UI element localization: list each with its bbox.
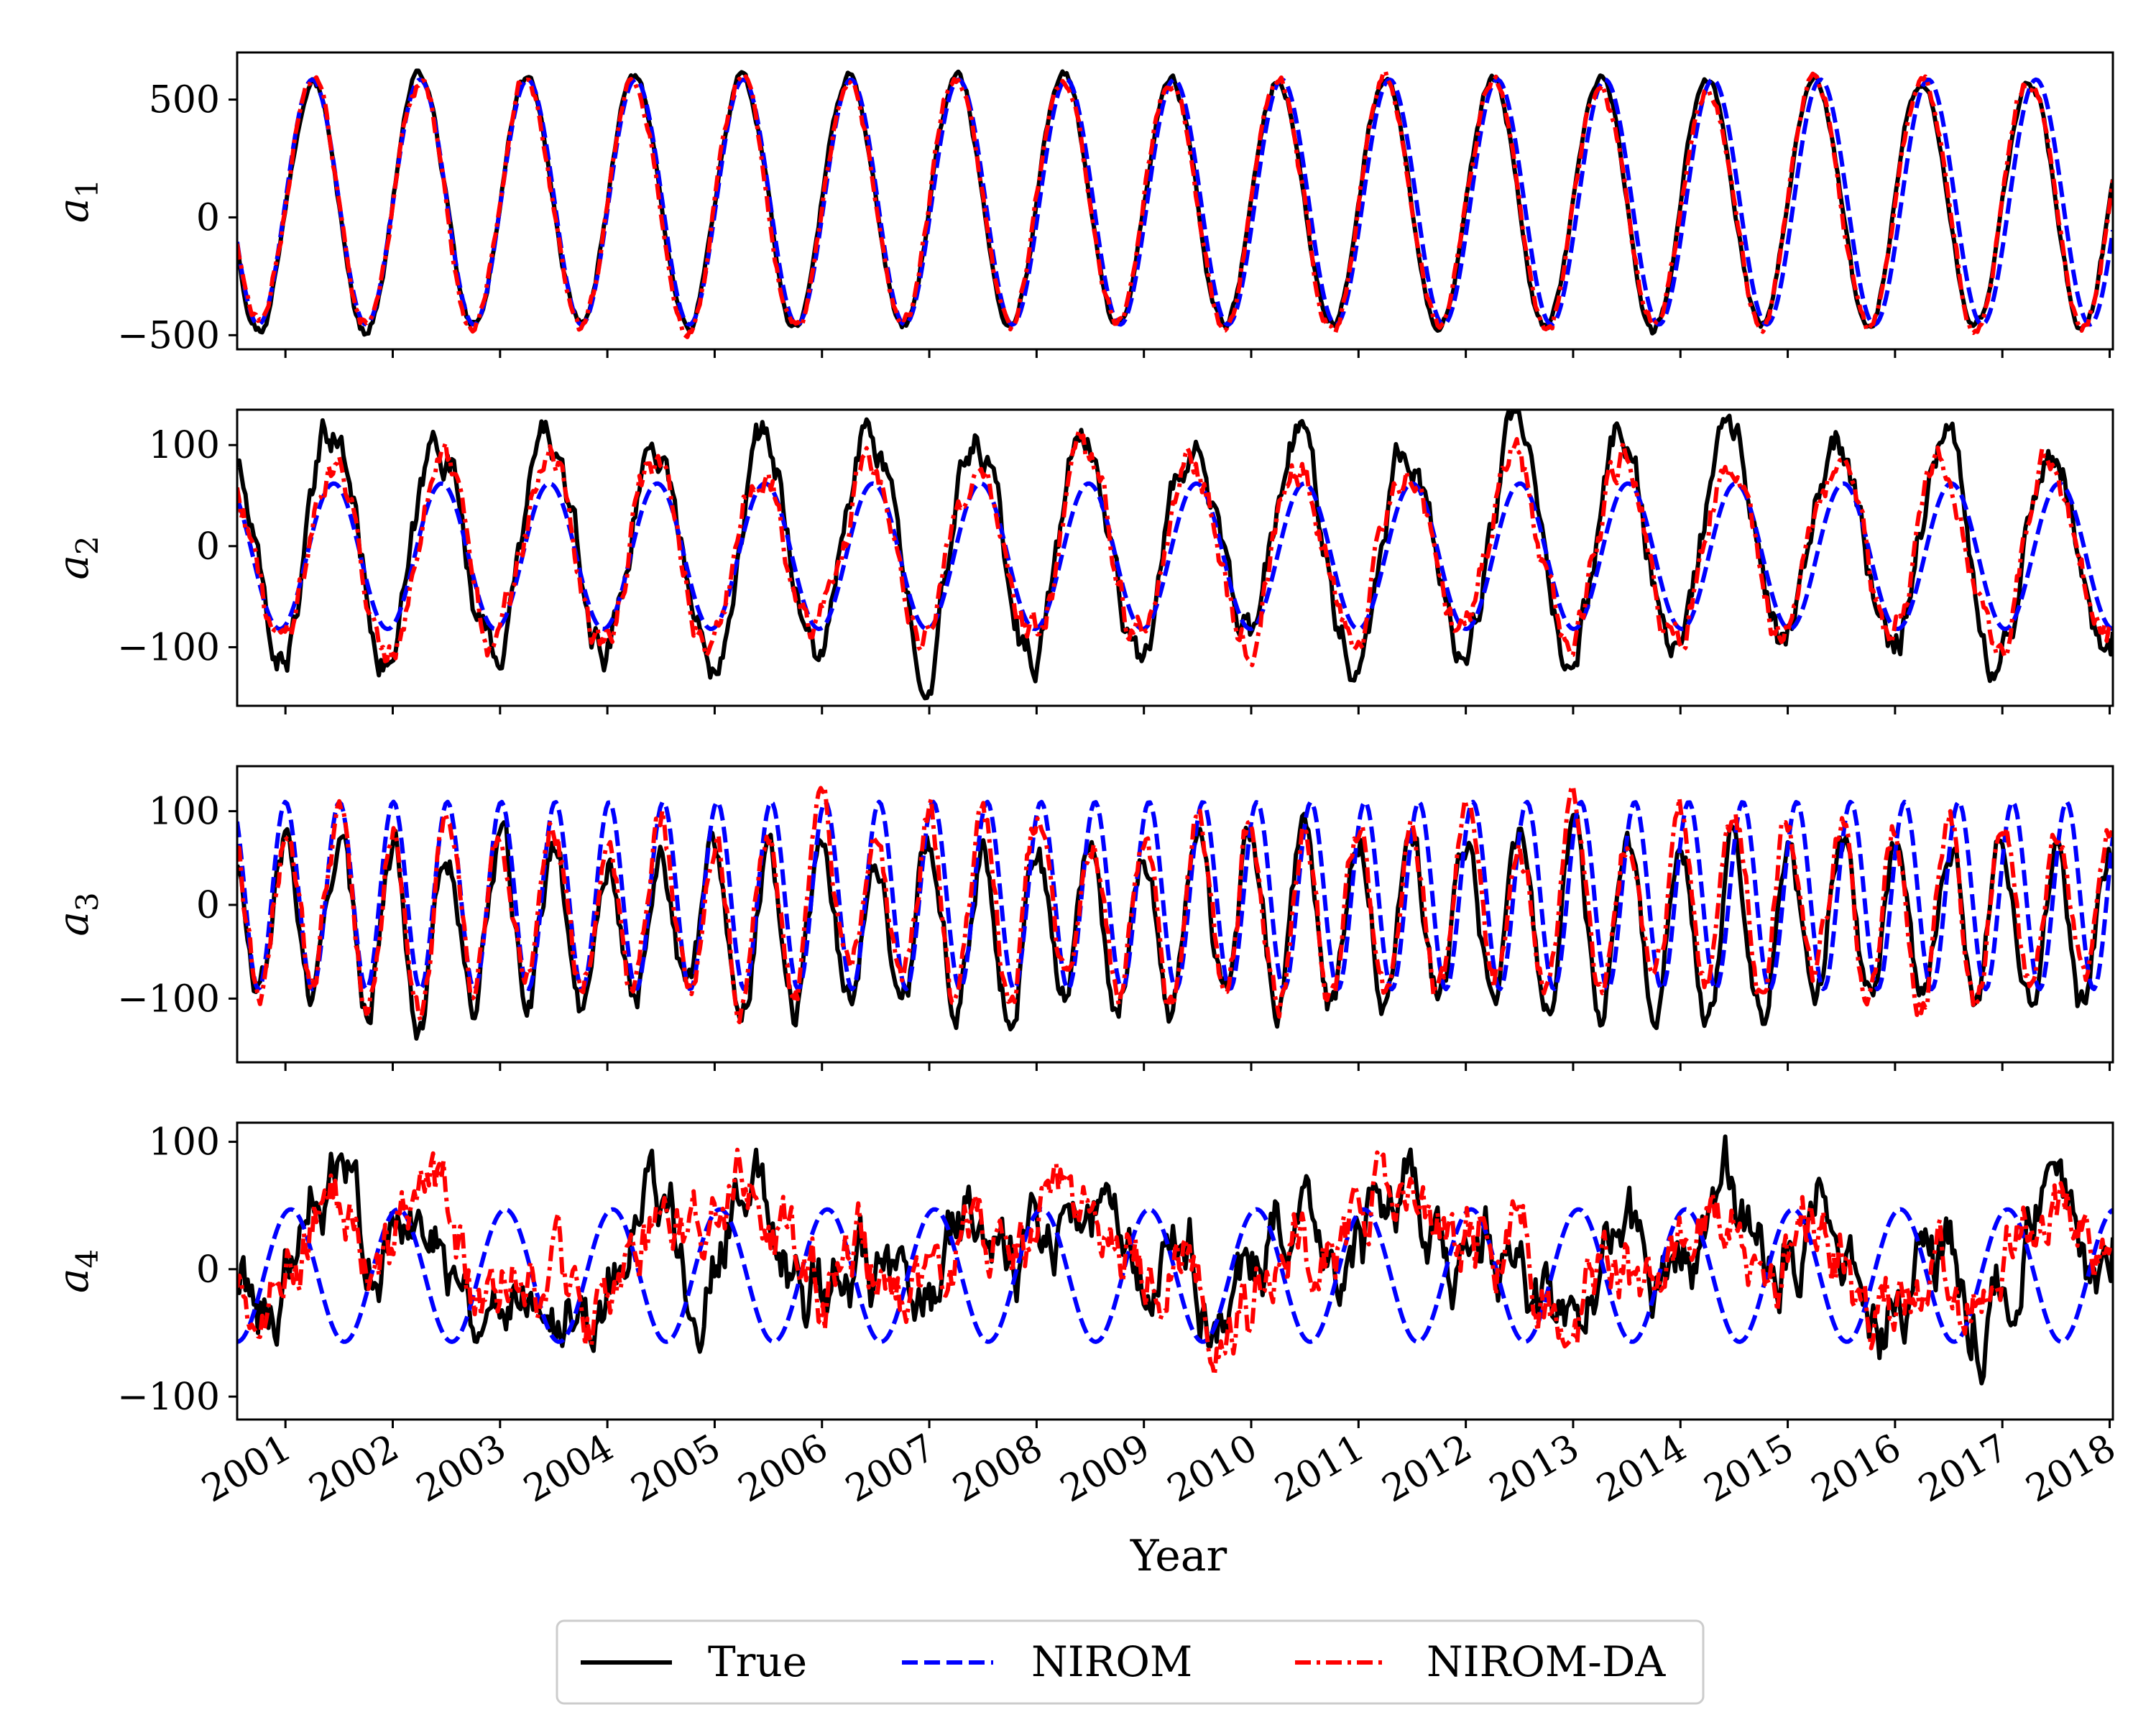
series-line-nirom bbox=[237, 77, 2113, 327]
y-tick-label: −100 bbox=[117, 626, 220, 669]
panel-3: −100 0 100 a3 bbox=[49, 765, 2114, 1071]
panel-1: −500 0 500 a1 bbox=[49, 51, 2114, 358]
x-tick-label: 2002 bbox=[302, 1426, 406, 1511]
series-line-nirom-da bbox=[237, 783, 2113, 1025]
x-tick-label: 2012 bbox=[1376, 1426, 1480, 1511]
y-axis-label: a2 bbox=[49, 535, 105, 579]
legend-label-nirom-da: NIROM-DA bbox=[1427, 1637, 1666, 1686]
x-tick-label: 2018 bbox=[2019, 1426, 2123, 1511]
y-tick-label: 100 bbox=[149, 424, 220, 467]
y-tick-label: 0 bbox=[196, 884, 220, 927]
x-tick-label: 2010 bbox=[1161, 1426, 1265, 1511]
legend-label-true: True bbox=[708, 1637, 807, 1686]
y-tick-label: 0 bbox=[196, 525, 220, 569]
y-tick-label: 0 bbox=[196, 196, 220, 239]
x-tick-label: 2004 bbox=[517, 1426, 621, 1511]
panel-frame bbox=[236, 408, 2114, 707]
x-tick-label: 2009 bbox=[1054, 1426, 1158, 1511]
x-tick-label: 2005 bbox=[624, 1426, 728, 1511]
x-tick-label: 2013 bbox=[1483, 1426, 1587, 1511]
x-tick-label: 2008 bbox=[946, 1426, 1050, 1511]
panel-4: −100 0 100 a4 bbox=[49, 1121, 2114, 1428]
panel-frame bbox=[236, 51, 2114, 351]
y-tick-label: 0 bbox=[196, 1248, 220, 1292]
y-axis-label: a4 bbox=[49, 1249, 105, 1293]
y-tick-label: 100 bbox=[149, 1121, 220, 1164]
x-tick-label: 2007 bbox=[839, 1426, 943, 1511]
y-tick-label: 500 bbox=[149, 79, 220, 122]
series-line-nirom bbox=[237, 1207, 2113, 1344]
y-tick-label: −100 bbox=[117, 978, 220, 1021]
x-axis-label: Year bbox=[1130, 1531, 1227, 1581]
y-axis-label: a3 bbox=[49, 892, 105, 936]
y-axis-label: a1 bbox=[49, 179, 105, 223]
panel-frame bbox=[236, 1121, 2114, 1421]
series-line-nirom bbox=[237, 481, 2113, 632]
legend-frame bbox=[556, 1619, 1705, 1705]
series-line-nirom-da bbox=[237, 428, 2113, 668]
x-tick-label: 2011 bbox=[1268, 1426, 1372, 1511]
x-tick-label: 2001 bbox=[195, 1426, 299, 1511]
y-tick-label: −500 bbox=[117, 314, 220, 357]
x-tick-label: 2006 bbox=[732, 1426, 836, 1511]
x-tick-label: 2016 bbox=[1805, 1426, 1909, 1511]
x-axis: 2001 2002 2003 2004 2005 2006 2007 2008 2009 2010… bbox=[195, 1426, 2123, 1511]
panel-frame bbox=[236, 765, 2114, 1064]
x-tick-label: 2014 bbox=[1590, 1426, 1694, 1511]
x-tick-label: 2003 bbox=[410, 1426, 514, 1511]
panel-2: −100 0 100 a2 bbox=[49, 408, 2114, 714]
series-line-nirom-da bbox=[237, 1147, 2113, 1378]
panels: −500 0 500 a1 −100 0 100 a2 −100 0 100 a3 −100 0 100 a4 bbox=[49, 51, 2114, 1428]
legend: True NIROM NIROM-DA bbox=[556, 1619, 1705, 1705]
legend-label-nirom: NIROM bbox=[1031, 1637, 1192, 1686]
series-line-nirom-da bbox=[237, 69, 2113, 339]
x-tick-label: 2015 bbox=[1697, 1426, 1801, 1511]
y-tick-label: −100 bbox=[117, 1376, 220, 1419]
x-tick-label: 2017 bbox=[1912, 1426, 2016, 1511]
y-tick-label: 100 bbox=[149, 791, 220, 834]
